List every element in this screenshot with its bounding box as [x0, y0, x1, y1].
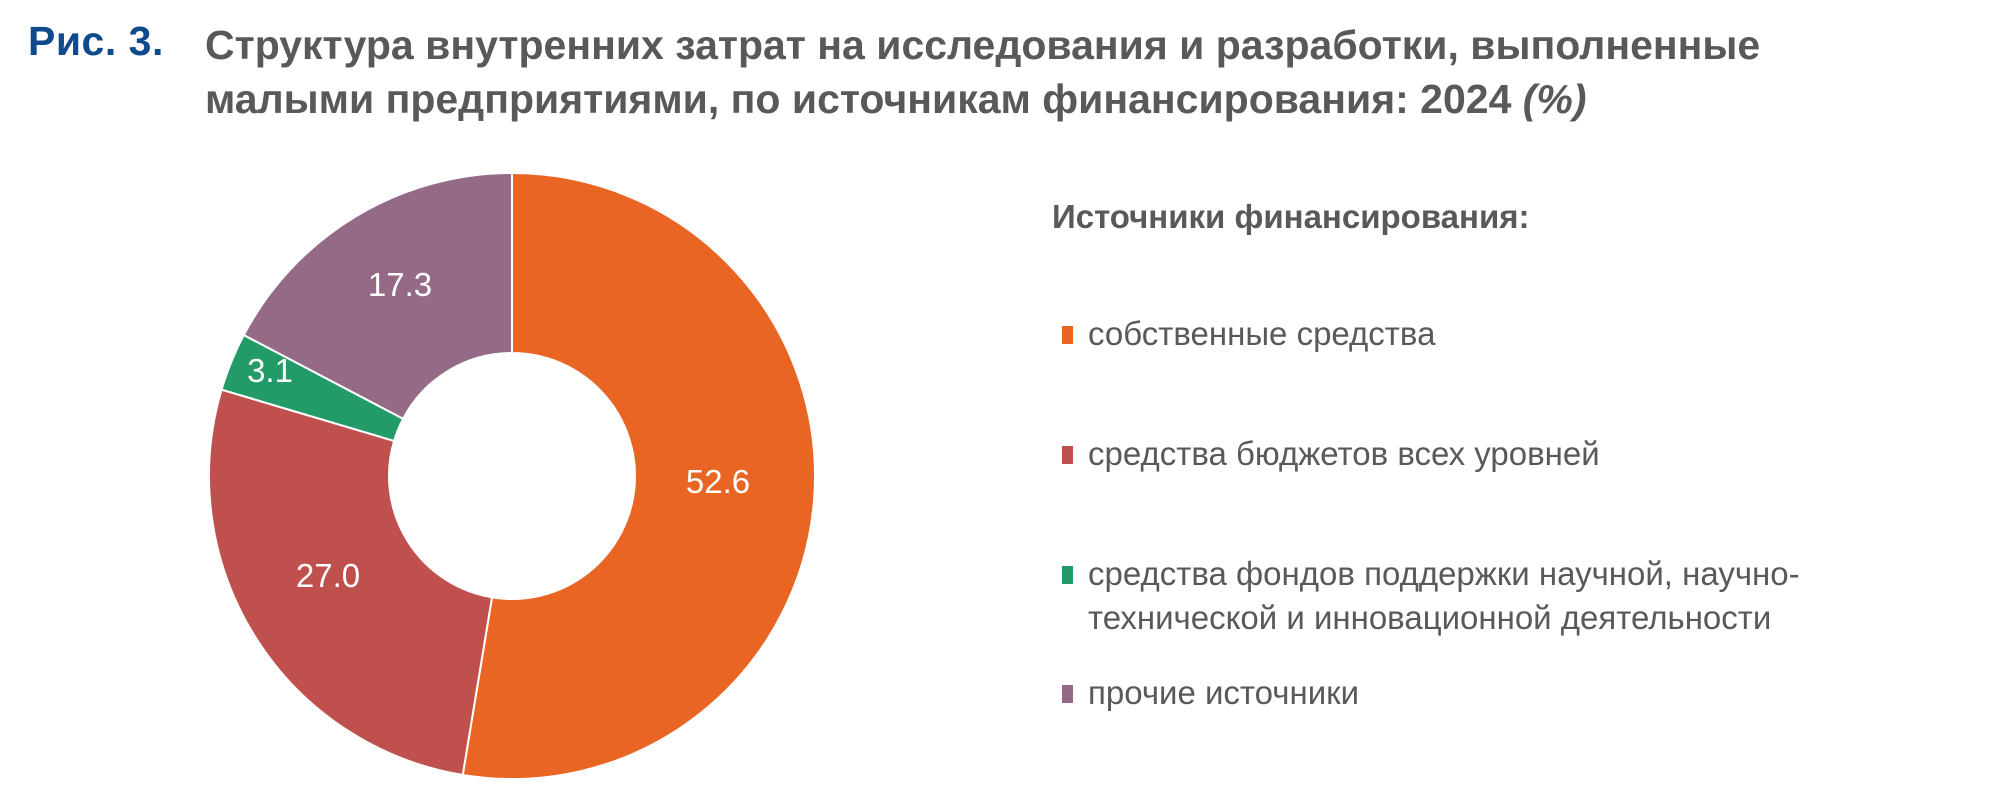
- legend-label: прочие источники: [1088, 674, 1360, 711]
- slice-value-label: 52.6: [686, 463, 750, 500]
- legend-swatch-purple: [1062, 685, 1073, 703]
- slice-value-label: 3.1: [247, 352, 293, 389]
- slice-other-sources: [242, 171, 513, 421]
- legend-swatch-green: [1062, 566, 1073, 584]
- legend-item-other-sources: прочие источники: [1052, 671, 1359, 715]
- legend-label-line1: средства фондов поддержки научной, научн…: [1088, 555, 1800, 592]
- slice-budget-funds: [208, 388, 494, 777]
- legend-item-budget-funds: средства бюджетов всех уровней: [1052, 432, 1600, 476]
- legend-swatch-red: [1062, 446, 1073, 464]
- legend-label-line2: технической и инновационной деятельности: [1088, 599, 1772, 636]
- slice-value-label: 17.3: [368, 266, 432, 303]
- legend-item-own-funds: собственные средства: [1052, 312, 1435, 356]
- figure-title-line2-wrap: малыми предприятиями, по источникам фина…: [205, 72, 1985, 126]
- legend-swatch-orange: [1062, 326, 1073, 344]
- figure-title: Структура внутренних затрат на исследова…: [205, 18, 1985, 126]
- figure-number: Рис. 3.: [28, 18, 164, 64]
- slice-value-label: 27.0: [296, 557, 360, 594]
- legend: Источники финансирования: собственные ср…: [1052, 198, 1972, 711]
- legend-title: Источники финансирования:: [1052, 198, 1530, 235]
- legend-label: средства бюджетов всех уровней: [1088, 435, 1600, 472]
- donut-slices: [208, 171, 816, 780]
- legend-label: собственные средства: [1088, 315, 1436, 352]
- figure-unit: (%): [1522, 76, 1587, 122]
- slice-own-funds: [461, 171, 816, 780]
- donut-labels: 52.6 27.0 3.1 17.3: [247, 266, 750, 594]
- figure-title-line1: Структура внутренних затрат на исследова…: [205, 22, 1761, 68]
- figure-title-line2: малыми предприятиями, по источникам фина…: [205, 76, 1512, 122]
- legend-item-support-funds: средства фондов поддержки научной, научн…: [1052, 552, 1800, 640]
